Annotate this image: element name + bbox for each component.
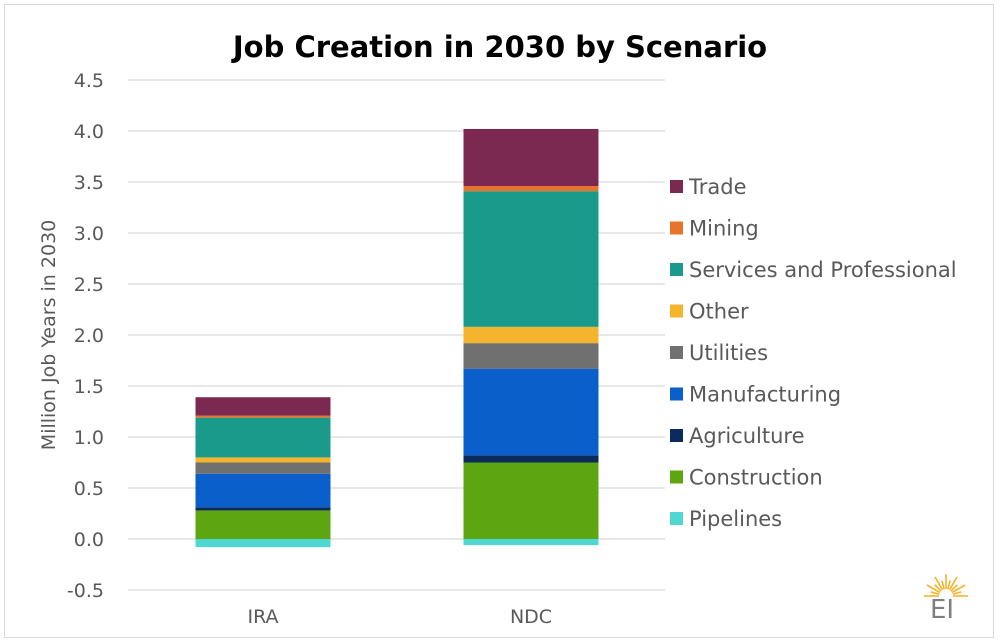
logo-ray (926, 584, 941, 594)
y-tick-label: 0.5 (74, 478, 104, 500)
bar-segment-manufacturing-ndc (463, 368, 599, 456)
legend: Trade Mining Services and Professional Othe… (670, 175, 957, 531)
bar-segment-trade-ndc (463, 128, 599, 187)
bar-segment-mining-ndc (463, 186, 599, 192)
bar-segment-services-and-professional-ira (195, 417, 331, 458)
legend-label: Manufacturing (689, 383, 841, 407)
legend-label: Trade (688, 175, 747, 199)
bar-segment-utilities-ndc (463, 343, 599, 369)
ei-logo: EI (924, 574, 968, 625)
y-tick-label: 1.5 (74, 376, 104, 398)
bar-segment-manufacturing-ira (195, 473, 331, 508)
y-tick-label: 2.5 (74, 274, 104, 296)
logo-ray (934, 576, 944, 591)
bar-segment-construction-ndc (463, 462, 599, 539)
legend-label: Pipelines (689, 507, 782, 531)
legend-swatch (670, 512, 683, 525)
sunburst-icon (924, 574, 968, 597)
y-tick-label: 0.0 (74, 529, 104, 551)
legend-label: Construction (689, 466, 823, 490)
logo-ray (948, 576, 958, 591)
y-tick-label: 2.0 (74, 325, 104, 347)
y-tick-label: 4.0 (74, 121, 104, 143)
y-tick-label: 4.5 (74, 70, 104, 92)
logo-ray (947, 580, 951, 590)
logo-ray (951, 584, 966, 594)
y-tick-label: 1.0 (74, 427, 104, 449)
legend-swatch (670, 346, 683, 359)
bar-segment-agriculture-ndc (463, 455, 599, 463)
y-tick-label: -0.5 (67, 580, 104, 602)
logo-ray (930, 591, 940, 595)
legend-label: Mining (689, 217, 759, 241)
y-axis-label: Million Job Years in 2030 (38, 220, 60, 450)
bar-segment-mining-ira (195, 415, 331, 418)
chart-title: Job Creation in 2030 by Scenario (231, 30, 767, 64)
logo-ray (952, 591, 962, 595)
logo-ray (934, 584, 942, 592)
logo-text: EI (930, 595, 954, 625)
y-tick-label: 3.5 (74, 172, 104, 194)
y-axis-ticks: 4.5 4.0 3.5 3.0 2.5 2.0 1.5 1.0 0.5 0.0 -0.5 (67, 70, 104, 602)
legend-label: Utilities (689, 341, 768, 365)
bar-segment-pipelines-ndc (463, 539, 599, 546)
bar-segment-construction-ira (195, 510, 331, 539)
legend-swatch (670, 180, 683, 193)
legend-label: Services and Professional (689, 258, 957, 282)
legend-swatch (670, 304, 683, 318)
logo-ray (941, 580, 945, 590)
bar-segment-pipelines-ira (195, 539, 331, 548)
x-tick-label: NDC (510, 606, 552, 628)
x-axis-ticks: IRA NDC (247, 606, 552, 628)
legend-swatch (670, 429, 683, 442)
bar-segment-other-ndc (463, 326, 599, 344)
logo-ray (950, 584, 958, 592)
bar-segment-trade-ira (195, 397, 331, 416)
legend-swatch (670, 387, 683, 401)
legend-swatch (670, 221, 683, 235)
y-tick-label: 3.0 (74, 223, 104, 245)
legend-label: Agriculture (689, 424, 805, 448)
bars (195, 128, 599, 548)
bar-segment-utilities-ira (195, 462, 331, 474)
legend-label: Other (689, 300, 749, 324)
x-tick-label: IRA (247, 606, 278, 628)
legend-swatch (670, 470, 683, 484)
bar-segment-agriculture-ira (195, 507, 331, 511)
legend-swatch (670, 263, 683, 276)
bar-segment-other-ira (195, 457, 331, 463)
bar-segment-services-and-professional-ndc (463, 191, 599, 327)
